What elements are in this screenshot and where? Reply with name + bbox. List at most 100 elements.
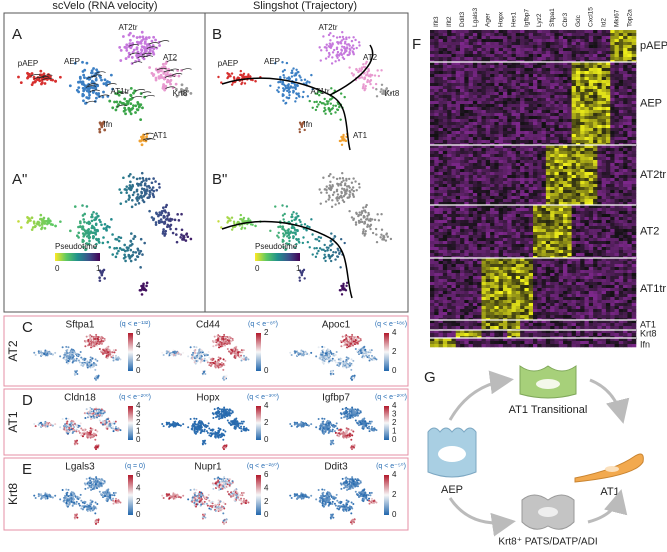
cell-dot — [354, 342, 357, 345]
cell-dot — [115, 354, 118, 357]
cell-dot — [336, 356, 339, 359]
cell-dot — [240, 356, 243, 359]
cell-dot — [48, 74, 52, 78]
cell-dot — [193, 345, 196, 348]
cell-dot — [84, 432, 87, 435]
velocity-arrow — [172, 73, 183, 76]
cell-dot — [333, 424, 336, 427]
cell-dot — [219, 428, 222, 431]
cell-dot — [92, 210, 95, 214]
cell-dot — [140, 284, 143, 288]
cell-dot — [95, 414, 98, 417]
colorbar-tick: 3 — [136, 410, 141, 419]
cell-dot — [345, 43, 349, 46]
cell-dot — [299, 352, 302, 355]
cell-dot — [96, 337, 99, 340]
cell-dot — [373, 218, 377, 222]
cell-dot — [94, 512, 97, 515]
cell-dot — [98, 276, 101, 280]
cell-dot — [324, 103, 327, 106]
cell-dot — [185, 233, 188, 236]
cell-dot — [290, 69, 294, 72]
cell-dot — [95, 96, 98, 100]
cell-dot — [44, 350, 47, 353]
cell-dot — [73, 205, 77, 208]
cell-dot — [292, 235, 295, 238]
cell-dot — [382, 89, 385, 93]
cell-dot — [115, 246, 119, 250]
cell-dot — [94, 480, 97, 483]
cell-dot — [114, 108, 118, 112]
colorbar — [128, 406, 133, 440]
velocity-arrow — [181, 68, 192, 71]
cell-dot — [351, 186, 355, 189]
cell-dot — [385, 87, 388, 91]
cell-dot — [84, 487, 87, 490]
cell-dot — [350, 375, 353, 378]
cell-dot — [301, 123, 304, 126]
cell-dot — [364, 62, 368, 65]
cell-dot — [51, 496, 54, 499]
cell-dot — [330, 87, 333, 90]
cell-dot — [345, 179, 348, 182]
cell-dot — [40, 81, 44, 84]
cell-dot — [180, 228, 184, 232]
top-box — [3, 12, 409, 313]
cell-dot — [107, 493, 110, 496]
cell-dot — [79, 225, 82, 229]
cell-dot — [85, 477, 88, 480]
cell-dot — [171, 424, 174, 427]
cell-dot — [189, 91, 193, 95]
panel-letter: B — [212, 26, 222, 43]
cell-dot — [119, 501, 122, 504]
cell-dot — [340, 293, 344, 296]
cell-dot — [119, 191, 123, 194]
cell-dot — [245, 356, 248, 359]
cell-dot — [113, 100, 116, 104]
cell-dot — [129, 86, 133, 90]
cell-dot — [196, 426, 199, 429]
cell-dot — [288, 77, 292, 80]
cell-dot — [92, 415, 95, 418]
cell-dot — [340, 143, 344, 146]
cell-dot — [156, 70, 160, 74]
cell-dot — [63, 428, 66, 431]
cell-dot — [89, 503, 92, 506]
cell-dot — [368, 354, 371, 357]
cell-dot — [343, 287, 346, 290]
cell-dot — [363, 77, 367, 80]
cell-dot — [33, 351, 36, 354]
cell-dot — [100, 223, 103, 227]
cell-dot — [327, 246, 330, 250]
cell-dot — [108, 246, 112, 249]
cell-dot — [134, 203, 137, 206]
cluster-label: pAEP — [18, 59, 38, 68]
cell-dot — [326, 102, 329, 106]
cell-dot — [151, 44, 155, 47]
cell-dot — [127, 33, 131, 37]
cell-dot — [349, 416, 352, 419]
cell-dot — [159, 73, 163, 77]
cell-dot — [27, 75, 30, 79]
gene-name: Sftpa1 — [66, 320, 95, 331]
cell-dot — [103, 78, 107, 82]
cell-dot — [351, 434, 354, 437]
cell-dot — [164, 218, 168, 221]
cell-dot — [117, 103, 120, 106]
cell-dot — [219, 500, 222, 503]
cell-dot — [342, 37, 345, 41]
cell-dot — [343, 338, 346, 341]
cell-dot — [47, 217, 50, 220]
cell-dot — [340, 53, 344, 57]
cell-dot — [93, 487, 96, 490]
cell-dot — [182, 89, 185, 93]
cell-dot — [315, 100, 318, 104]
cell-dot — [327, 33, 331, 37]
cell-dot — [336, 193, 340, 196]
cell-dot — [81, 364, 84, 367]
cell-dot — [193, 353, 196, 356]
cell-dot — [327, 354, 330, 357]
colorbar-title: Pseudotime — [255, 242, 298, 251]
cell-dot — [360, 67, 364, 71]
cell-dot — [328, 42, 332, 45]
